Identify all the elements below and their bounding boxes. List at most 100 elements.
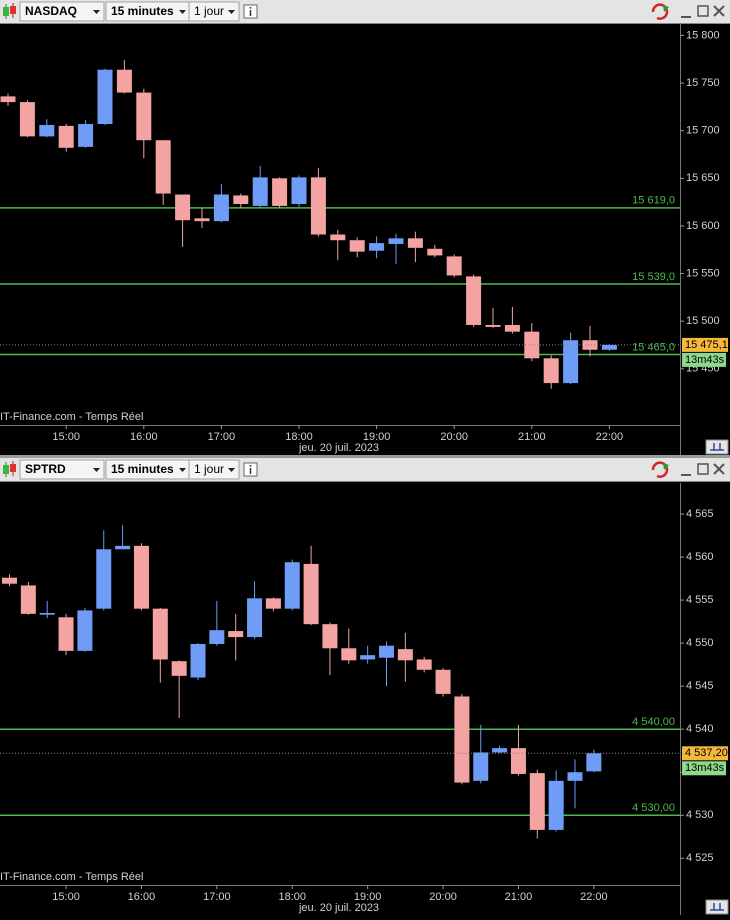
icon-candle-down — [10, 464, 16, 472]
x-tick-label: 17:00 — [208, 431, 236, 443]
candle-body — [543, 358, 559, 384]
symbol-dropdown[interactable] — [19, 1, 105, 22]
x-tick-label: 15:00 — [52, 431, 80, 443]
candle-body — [58, 617, 74, 651]
candle-body — [39, 612, 55, 615]
range-dropdown-label: 1 jour — [194, 4, 224, 18]
candle-body — [39, 124, 55, 137]
candle-body — [563, 340, 579, 384]
candle-body — [407, 238, 423, 248]
candle-body — [190, 643, 206, 678]
info-dot — [249, 465, 252, 467]
x-tick-label: 22:00 — [596, 431, 624, 443]
symbol-dropdown-arrow[interactable] — [93, 10, 100, 14]
y-tick-label: 15 550 — [686, 267, 720, 279]
y-tick-label: 15 650 — [686, 172, 720, 184]
candle-body — [115, 545, 131, 550]
candle-body — [510, 748, 526, 774]
y-tick-label: 4 540 — [686, 723, 714, 735]
maximize-button[interactable] — [697, 463, 709, 475]
x-tick-label: 15:00 — [52, 891, 80, 903]
candle-body — [548, 780, 564, 830]
level-label: 15 619,0 — [632, 195, 675, 207]
candle-body — [2, 577, 17, 584]
maximize-button[interactable] — [697, 5, 709, 17]
x-tick-label: 19:00 — [354, 891, 382, 903]
candle-body — [284, 562, 300, 609]
close-button[interactable] — [713, 5, 725, 17]
x-tick-label: 16:00 — [128, 891, 156, 903]
x-tick-label: 17:00 — [203, 891, 231, 903]
symbol-dropdown-label: SPTRD — [25, 462, 66, 476]
candle-body — [233, 195, 249, 205]
candle-body — [303, 563, 319, 625]
source-label: IT-Finance.com - Temps Réel — [0, 411, 143, 423]
refresh-arrow[interactable] — [663, 463, 669, 470]
candle-body — [136, 92, 152, 141]
x-tick-label: 18:00 — [278, 891, 306, 903]
close-button[interactable] — [713, 463, 725, 475]
last-price-box — [682, 746, 728, 761]
candle-body — [175, 194, 191, 221]
candle-body — [209, 630, 225, 644]
candle-body — [322, 624, 338, 649]
candle-body — [152, 608, 168, 660]
x-tick-label: 21:00 — [518, 431, 546, 443]
y-tick-label: 15 600 — [686, 220, 720, 232]
panel-separator — [0, 455, 730, 458]
interval-dropdown-arrow[interactable] — [179, 10, 186, 14]
y-tick-label: 15 800 — [686, 29, 720, 41]
y-tick-label: 4 555 — [686, 594, 714, 606]
candle-body — [77, 610, 93, 651]
candle-body — [446, 256, 462, 276]
symbol-dropdown[interactable] — [19, 459, 105, 480]
candle-body — [504, 324, 520, 332]
candle-body — [194, 218, 210, 222]
y-tick-label: 15 500 — [686, 315, 720, 327]
range-dropdown-arrow[interactable] — [228, 10, 235, 14]
y-tick-label: 4 545 — [686, 680, 714, 692]
interval-dropdown-arrow[interactable] — [179, 468, 186, 472]
level-label: 4 530,00 — [632, 802, 675, 814]
x-axis-date: jeu. 20 juil. 2023 — [298, 442, 379, 454]
x-tick-label: 16:00 — [130, 431, 158, 443]
candle-body — [133, 545, 149, 609]
level-label: 4 540,00 — [632, 716, 675, 728]
symbol-dropdown-label: NASDAQ — [25, 4, 77, 18]
range-dropdown-arrow[interactable] — [228, 468, 235, 472]
last-price-box — [682, 337, 728, 352]
range-dropdown[interactable] — [188, 459, 240, 480]
interval-dropdown-label: 15 minutes — [111, 4, 174, 18]
candle-body — [116, 69, 132, 93]
candle-body — [454, 696, 470, 783]
x-tick-label: 20:00 — [440, 431, 468, 443]
candle-body — [529, 773, 545, 830]
candle-body — [349, 240, 365, 252]
countdown-label: 13m43s — [685, 354, 725, 366]
candle-body — [582, 340, 598, 350]
countdown-label: 13m43s — [685, 762, 725, 774]
scale-button[interactable] — [705, 439, 729, 455]
scale-glyph[interactable] — [710, 903, 724, 911]
x-tick-label: 18:00 — [285, 431, 313, 443]
candle-body — [96, 549, 112, 609]
candle-body — [330, 234, 346, 241]
symbol-dropdown-arrow[interactable] — [93, 468, 100, 472]
candle-body — [247, 598, 263, 638]
x-tick-label: 20:00 — [429, 891, 457, 903]
range-dropdown[interactable] — [188, 1, 240, 22]
candle-body — [601, 344, 617, 350]
candle-body — [291, 177, 307, 205]
last-price-label: 15 475,1 — [685, 339, 728, 351]
scale-button[interactable] — [705, 899, 729, 915]
y-tick-label: 4 565 — [686, 508, 714, 520]
candle-body — [171, 661, 187, 676]
candle-body — [473, 752, 489, 781]
scale-glyph[interactable] — [710, 443, 724, 451]
level-label: 15 539,0 — [632, 271, 675, 283]
refresh-arrow[interactable] — [663, 5, 669, 12]
candle-body — [416, 659, 432, 670]
countdown-box — [682, 761, 726, 776]
candle-body — [272, 178, 288, 206]
